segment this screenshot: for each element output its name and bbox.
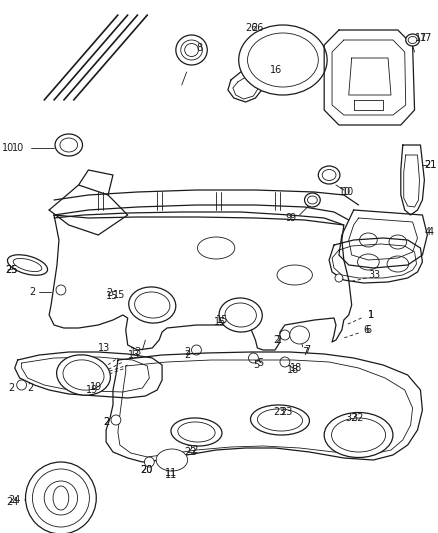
Ellipse shape (304, 193, 320, 207)
Text: 1: 1 (368, 310, 374, 320)
Text: 25: 25 (5, 265, 18, 275)
Ellipse shape (280, 330, 290, 340)
Ellipse shape (191, 345, 201, 355)
Text: 20: 20 (141, 465, 153, 475)
Text: 24: 24 (8, 495, 20, 505)
Ellipse shape (251, 405, 309, 435)
Text: 22: 22 (187, 445, 199, 455)
Ellipse shape (25, 462, 96, 533)
Ellipse shape (111, 415, 121, 425)
Text: 2: 2 (8, 383, 14, 393)
Ellipse shape (176, 35, 207, 65)
Text: 13: 13 (128, 350, 140, 360)
Text: 11: 11 (165, 468, 177, 478)
Text: 21: 21 (424, 160, 437, 170)
Text: 2: 2 (103, 417, 110, 427)
Text: 2: 2 (29, 287, 36, 297)
Text: 10: 10 (342, 187, 354, 197)
Text: 17: 17 (420, 33, 433, 43)
Text: 18: 18 (287, 365, 299, 375)
Text: 18: 18 (290, 363, 302, 373)
Text: 26: 26 (251, 23, 264, 33)
Text: 6: 6 (365, 325, 371, 335)
Text: 4: 4 (427, 227, 434, 237)
Ellipse shape (290, 326, 309, 344)
Ellipse shape (280, 357, 290, 367)
Text: 32: 32 (352, 413, 364, 423)
Text: 6: 6 (364, 325, 370, 335)
Text: 15: 15 (216, 315, 229, 325)
Ellipse shape (156, 449, 187, 471)
Text: 15: 15 (214, 317, 226, 327)
Text: 25: 25 (5, 265, 18, 275)
Ellipse shape (248, 353, 258, 363)
Text: 3: 3 (368, 270, 374, 280)
Text: 22: 22 (185, 447, 197, 457)
Ellipse shape (145, 457, 154, 467)
Ellipse shape (239, 25, 327, 95)
Text: 2: 2 (28, 383, 34, 393)
Ellipse shape (406, 34, 420, 46)
Text: 2: 2 (106, 288, 112, 298)
Text: 13: 13 (98, 343, 110, 353)
Text: 11: 11 (165, 470, 177, 480)
Ellipse shape (335, 274, 343, 282)
Ellipse shape (17, 380, 27, 390)
Text: 26: 26 (246, 23, 258, 33)
Ellipse shape (57, 355, 110, 395)
Text: 2: 2 (103, 417, 110, 427)
Text: 9: 9 (285, 213, 291, 223)
Text: 19: 19 (86, 385, 99, 395)
Ellipse shape (171, 418, 222, 446)
Text: 9: 9 (290, 213, 296, 223)
Text: 2: 2 (273, 335, 279, 345)
Text: 5: 5 (258, 358, 264, 368)
Text: 32: 32 (346, 413, 358, 423)
Text: 23: 23 (273, 407, 286, 417)
Text: 10: 10 (12, 143, 24, 153)
Ellipse shape (55, 134, 82, 156)
Text: 2: 2 (275, 335, 281, 345)
Text: 17: 17 (414, 33, 427, 43)
Text: 7: 7 (304, 345, 311, 355)
Text: 23: 23 (280, 407, 292, 417)
Text: 1: 1 (368, 310, 374, 320)
Text: 4: 4 (424, 227, 431, 237)
Ellipse shape (324, 413, 393, 457)
Text: 3: 3 (373, 270, 379, 280)
Text: 2: 2 (185, 347, 191, 357)
Text: 10: 10 (2, 143, 14, 153)
Text: 19: 19 (90, 382, 102, 392)
Text: 7: 7 (303, 347, 309, 357)
Text: 15: 15 (106, 291, 118, 301)
Ellipse shape (129, 287, 176, 323)
Text: 16: 16 (270, 65, 283, 75)
Text: 13: 13 (130, 347, 142, 357)
Text: 24: 24 (6, 497, 18, 507)
Text: 10: 10 (339, 187, 351, 197)
Ellipse shape (318, 166, 340, 184)
Text: 5: 5 (254, 360, 260, 370)
Text: 2: 2 (185, 350, 191, 360)
Text: 8: 8 (197, 43, 203, 53)
Text: 15: 15 (113, 290, 125, 300)
Text: 20: 20 (141, 465, 153, 475)
Text: 21: 21 (424, 160, 437, 170)
Ellipse shape (56, 285, 66, 295)
Ellipse shape (7, 255, 48, 275)
Ellipse shape (219, 298, 262, 332)
